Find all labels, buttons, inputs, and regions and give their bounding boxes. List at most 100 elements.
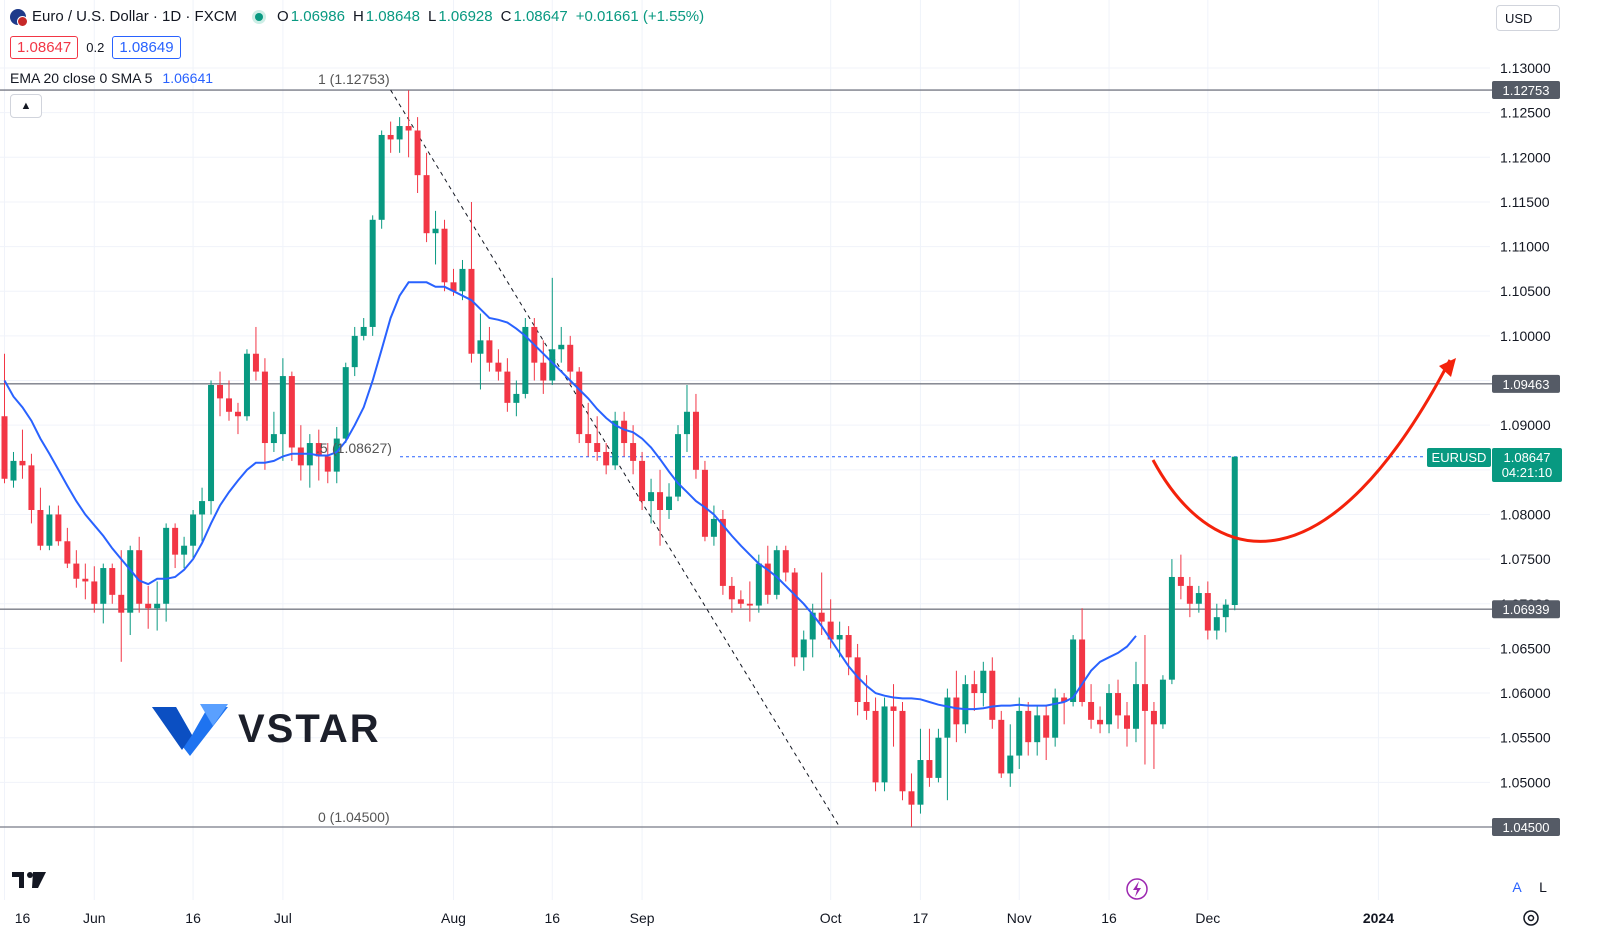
candle-body bbox=[971, 684, 978, 694]
candle-body bbox=[396, 126, 403, 140]
candle-body bbox=[109, 568, 116, 595]
forecast-arrowhead bbox=[1439, 358, 1456, 377]
candle-body bbox=[666, 496, 673, 511]
level-tag-bg bbox=[1492, 374, 1560, 393]
candle-body bbox=[450, 282, 457, 292]
symbol-header: Euro / U.S. Dollar · 1D · FXCM O 1.06986… bbox=[10, 8, 705, 27]
candle-body bbox=[908, 791, 915, 805]
candle-body bbox=[333, 438, 340, 472]
candle-body bbox=[324, 456, 331, 472]
candle-body bbox=[1097, 719, 1104, 725]
candle-body bbox=[791, 572, 798, 658]
candle-body bbox=[513, 393, 520, 403]
candle-body bbox=[1025, 710, 1032, 743]
currency-label: USD bbox=[1505, 10, 1533, 26]
candle-body bbox=[243, 353, 250, 417]
candle-body bbox=[91, 581, 98, 604]
candle-body bbox=[468, 268, 475, 354]
candle-body bbox=[1132, 684, 1139, 729]
candle-body bbox=[935, 737, 942, 778]
candle-body bbox=[603, 451, 610, 466]
candle-body bbox=[675, 434, 681, 497]
candle-body bbox=[1195, 593, 1202, 604]
x-tick-label: Aug bbox=[441, 910, 466, 926]
low-value: 1.06928 bbox=[438, 8, 493, 25]
lightning-icon[interactable] bbox=[1126, 878, 1148, 900]
currency-select[interactable]: USD bbox=[1496, 5, 1560, 31]
y-tick-label: 1.07500 bbox=[1500, 551, 1551, 567]
candle-body bbox=[459, 268, 466, 292]
time-axis[interactable]: 16 Jun 16 Jul Aug 16 Sep Oct 17 Nov 16 Dec 2024 bbox=[15, 910, 1395, 926]
buy-button[interactable]: 1.08649 bbox=[112, 36, 181, 59]
sell-button[interactable]: 1.08647 bbox=[10, 36, 79, 59]
price-tag: EURUSD 1.08647 04:21:10 bbox=[1427, 448, 1562, 482]
y-tick-label: 1.10000 bbox=[1500, 328, 1551, 344]
level-tag-label: 1.04500 bbox=[1503, 820, 1550, 835]
open-label: O bbox=[277, 8, 289, 25]
candle-body bbox=[1141, 684, 1148, 711]
candle-body bbox=[630, 443, 637, 461]
candle-body bbox=[387, 134, 394, 140]
candle-body bbox=[1177, 576, 1184, 586]
price-axis[interactable]: 1.13000 1.12500 1.12000 1.11500 1.11000 1.105… bbox=[1500, 60, 1551, 835]
x-tick-label: Sep bbox=[630, 910, 655, 926]
candle-body bbox=[28, 465, 35, 511]
change-value: +0.01661 (+1.55%) bbox=[575, 8, 705, 25]
x-tick-label: Jun bbox=[83, 910, 106, 926]
candle-body bbox=[504, 371, 511, 403]
candle-body bbox=[1231, 456, 1238, 606]
candle-body bbox=[854, 657, 861, 702]
log-scale-button[interactable]: L bbox=[1539, 879, 1547, 895]
x-tick-label: Oct bbox=[820, 910, 842, 926]
candle-body bbox=[683, 411, 690, 435]
candle-body bbox=[369, 219, 376, 327]
x-tick-label: Dec bbox=[1195, 910, 1220, 926]
candle-body bbox=[818, 612, 825, 622]
candle-body bbox=[737, 599, 744, 604]
candle-body bbox=[82, 578, 89, 582]
candle-body bbox=[1043, 715, 1050, 738]
open-value: 1.06986 bbox=[290, 8, 345, 25]
settings-gear-icon[interactable] bbox=[1523, 910, 1539, 926]
candle-body bbox=[576, 371, 583, 435]
candle-body bbox=[1, 416, 8, 479]
candle-body bbox=[540, 362, 547, 381]
candle-body bbox=[172, 527, 179, 555]
candle-body bbox=[495, 362, 502, 372]
y-tick-label: 1.08000 bbox=[1500, 506, 1551, 522]
y-tick-label: 1.10500 bbox=[1500, 283, 1551, 299]
candle-body bbox=[477, 340, 484, 354]
candle-body bbox=[621, 420, 628, 444]
symbol-title[interactable]: Euro / U.S. Dollar · 1D · FXCM bbox=[32, 8, 238, 25]
candle-body bbox=[342, 367, 349, 439]
candle-body bbox=[154, 603, 161, 609]
ema-line bbox=[3, 281, 1137, 711]
candle-body bbox=[890, 706, 897, 711]
x-tick-label: 16 bbox=[544, 910, 560, 926]
fib-label-mid: (1.08627) bbox=[332, 440, 392, 456]
indicator-legend[interactable]: EMA 20 close 0 SMA 5 1.06641 bbox=[10, 70, 213, 86]
trade-buttons: 1.08647 0.2 1.08649 bbox=[10, 36, 181, 59]
level-tag-label: 1.09463 bbox=[1503, 377, 1550, 392]
y-tick-label: 1.06000 bbox=[1500, 685, 1551, 701]
candle-body bbox=[486, 340, 493, 363]
candle-body bbox=[872, 710, 879, 783]
candle-body bbox=[836, 635, 843, 640]
fib-label-top: 1 (1.12753) bbox=[318, 71, 390, 87]
auto-scale-button[interactable]: A bbox=[1512, 879, 1522, 895]
candle-body bbox=[648, 492, 655, 502]
level-price-tags: 1.12753 1.09463 1.06939 1.04500 bbox=[1492, 81, 1560, 836]
candle-body bbox=[1052, 697, 1059, 738]
candle-body bbox=[1213, 617, 1220, 631]
collapse-legend-button[interactable]: ▲ bbox=[10, 94, 42, 118]
candle-body bbox=[351, 335, 358, 368]
market-status-icon bbox=[255, 12, 264, 21]
candle-body bbox=[549, 349, 556, 381]
candle-body bbox=[405, 126, 412, 131]
logo-text: VSTAR bbox=[238, 707, 381, 751]
x-tick-label: 16 bbox=[1101, 910, 1117, 926]
candle-body bbox=[800, 639, 807, 658]
candle-body bbox=[136, 550, 143, 604]
y-tick-label: 1.11000 bbox=[1500, 239, 1550, 255]
